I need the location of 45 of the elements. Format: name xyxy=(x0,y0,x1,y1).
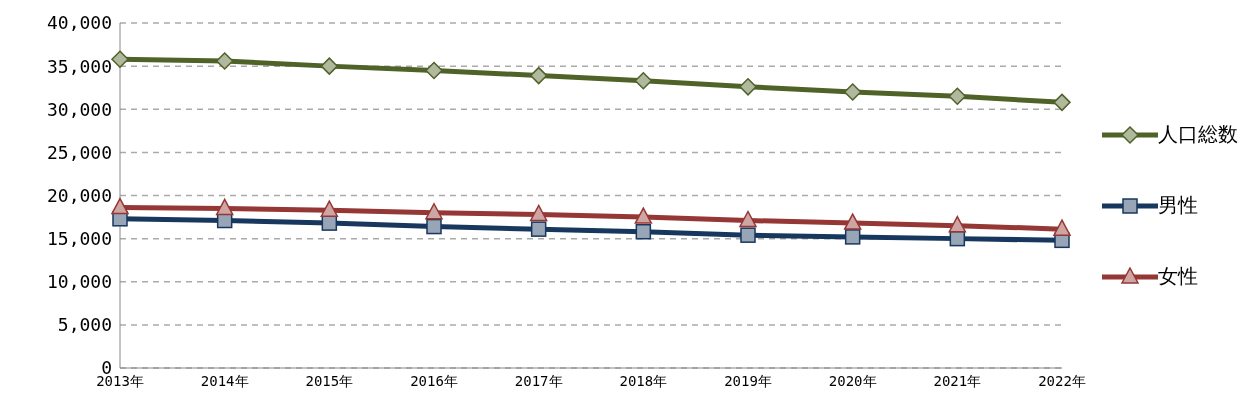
point xyxy=(1053,93,1071,112)
point xyxy=(425,203,443,220)
point xyxy=(215,52,234,70)
point xyxy=(948,215,967,233)
point xyxy=(740,227,756,243)
x-tick-label: 2018年 xyxy=(619,372,668,389)
y-tick-label: 30,000 xyxy=(46,98,112,120)
point xyxy=(529,66,548,85)
y-tick-label: 35,000 xyxy=(46,55,112,77)
x-tick-label: 2021年 xyxy=(933,372,982,389)
point xyxy=(111,50,129,68)
point xyxy=(634,207,653,224)
y-tick-label: 15,000 xyxy=(46,228,112,250)
x-tick-label: 2022年 xyxy=(1038,372,1086,389)
point xyxy=(111,197,129,215)
y-tick-label: 40,000 xyxy=(46,12,112,34)
point xyxy=(529,204,548,222)
x-tick-label: 2016年 xyxy=(410,372,458,389)
x-tick-label: 2019年 xyxy=(724,372,772,389)
point xyxy=(843,213,862,230)
point xyxy=(426,218,442,235)
x-tick-label: 2020年 xyxy=(828,372,877,389)
point xyxy=(844,229,861,245)
y-tick-label: 10,000 xyxy=(46,271,112,293)
x-tick-label: 2015年 xyxy=(305,372,354,389)
y-tick-label: 25,000 xyxy=(46,141,112,163)
point xyxy=(215,198,234,216)
point xyxy=(635,223,652,240)
point xyxy=(634,72,653,90)
x-tick-label: 2014年 xyxy=(200,372,249,389)
y-tick-label: 20,000 xyxy=(46,184,112,206)
legend-label: 女性 xyxy=(1158,263,1198,290)
point xyxy=(843,83,862,101)
point xyxy=(425,61,443,80)
point xyxy=(1053,219,1071,236)
legend-label: 男性 xyxy=(1158,192,1198,219)
point xyxy=(320,200,339,217)
point xyxy=(739,210,757,228)
point xyxy=(739,78,757,96)
point xyxy=(948,87,967,106)
point xyxy=(530,221,547,237)
point xyxy=(320,57,339,75)
y-tick-label: 5,000 xyxy=(57,314,112,336)
legend-label: 人口総数 xyxy=(1158,121,1238,148)
x-tick-label: 2017年 xyxy=(514,372,563,389)
